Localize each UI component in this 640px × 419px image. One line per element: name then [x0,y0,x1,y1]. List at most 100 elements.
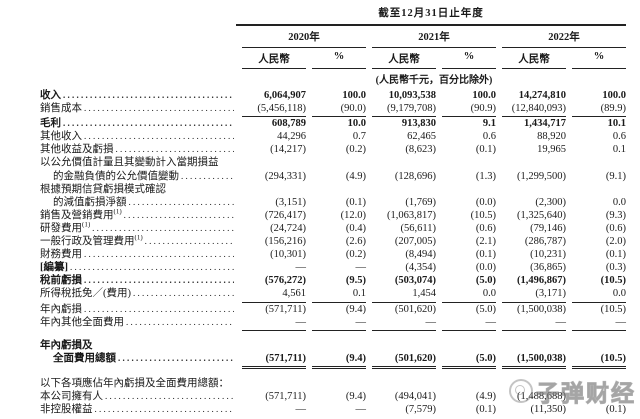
row-label-text: 研發費用(1) [40,221,91,234]
value-cell: (7,579) [405,404,436,416]
row-label-text: 收入 [40,90,61,101]
value-cell: (0.1) [475,404,496,416]
table-row: 以公允價值計量且其變動計入當期損益 [40,156,626,169]
value-cell: (5.0) [475,275,496,287]
table-header: 截至12月31日止年度 2020年 2021年 2022年 人民幣 % 人民幣 … [40,5,626,89]
value-cell: 9.1 [482,118,496,130]
year-2020: 2020年 [242,29,366,48]
value-cell: (9.3) [605,209,626,221]
value-cell: (89.9) [572,102,626,118]
table-row: 財務費用 (10,301) (0.2) (8,494) (0.1) (10,231) (0.… [40,248,626,261]
table-row: 非控股權益 — — (7,579) (0.1) (11,350) (0.1) [40,403,626,416]
value-cell: (56,611) [400,222,436,234]
value-cell: (10.5) [470,209,496,221]
value-cell: (0.2) [345,249,366,261]
row-label-text: 其他收益及虧損 [40,144,114,156]
value-cell: — [312,316,366,331]
table-row: 收入 6,064,907 100.0 10,093,538 100.0 14,274,81… [40,89,626,102]
footnote-marker: (1) [113,208,122,216]
value-cell: (12,840,093) [502,102,566,118]
table-row: 的金融負債的公允價值變動 (294,331) (4.9) (128,696) (1.3)… [40,170,626,183]
value-cell: — [295,404,307,416]
value-cell: (2.0) [605,236,626,248]
row-label-text: 的金融負債的公允價值變動 [53,170,179,182]
value-cell: (294,331) [264,170,306,182]
value-cell: 0.6 [482,131,496,143]
dot-leader [145,235,234,248]
value-cell: 0.7 [352,131,366,143]
value-cell: (90.0) [312,102,366,118]
dot-leader [95,403,235,416]
row-label: 財務費用 [40,248,236,261]
value-cell: (1,500,038) [502,352,566,369]
unit-note: (人民幣千元，百分比除外) [375,75,493,86]
footnote-marker: (1) [134,235,143,242]
table-row: 所得稅抵免／(費用) 4,561 0.1 1,454 0.0 (3,171) 0.0 [40,287,626,303]
value-cell: (0.0) [475,196,496,208]
dot-leader [181,170,234,183]
value-cell: (726,417) [264,209,306,221]
row-label: 所得稅抵免／(費用) [40,287,236,300]
value-cell: 100.0 [602,90,626,101]
header-right: 截至12月31日止年度 2020年 2021年 2022年 人民幣 % 人民幣 … [236,5,626,89]
row-label: 收入 [40,89,236,102]
table-row: 研發費用(1) (24,724) (0.4) (56,611) (0.6) (79,146… [40,222,626,235]
note-spacer [242,71,366,86]
value-cell: 0.0 [442,287,496,303]
note-spacer [502,71,626,86]
value-cell: (0.6) [475,222,496,234]
col-pct-2021: % [442,51,496,69]
value-cell: (3,171) [502,287,566,303]
value-cell: (0.1) [475,249,496,261]
table-row: 年內虧損 (571,711) (9.4) (501,620) (5.0) (1,500,0… [40,303,626,316]
row-label: 一般行政及管理費用(1) [40,235,236,248]
value-cell: (0.1) [605,249,626,261]
value-cell: 0.1 [612,144,626,156]
value-cell: (0.1) [345,196,366,208]
value-cell: (0.1) [475,144,496,156]
value-cell: (8,623) [405,144,436,156]
year-row: 2020年 2021年 2022年 [236,29,626,48]
year-2021: 2021年 [372,29,496,48]
value-cell: 0.1 [312,287,366,303]
value-cell: 1,434,717 [524,118,566,130]
value-cell: — [502,316,566,331]
value-cell: (10.5) [600,303,626,315]
value-cell: (501,620) [394,303,436,315]
value-cell: (4,354) [405,262,436,274]
value-cell: 14,274,810 [518,90,566,101]
value-cell: 19,965 [537,144,566,156]
dot-leader [84,130,234,143]
value-cell: (207,005) [394,236,436,248]
col-pct-2020: % [312,51,366,69]
value-cell: (10.5) [600,275,626,287]
table-row: 根據預期信貸虧損模式確認 [40,183,626,196]
value-cell: 0.0 [572,287,626,303]
value-cell: — [442,316,496,331]
row-label-text: 本公司擁有人 [40,390,103,402]
year-2022: 2022年 [502,29,626,48]
row-label-text: 非控股權益 [40,404,93,416]
row-label: 年內虧損 [40,303,236,316]
dot-leader [118,352,234,365]
row-label-text: [編纂] [40,262,68,274]
row-label-text: 銷售及營銷費用(1) [40,208,122,221]
value-cell: — [355,404,367,416]
value-cell: 0.6 [612,131,626,143]
row-label-text: 銷售成本 [40,103,82,115]
value-cell: 10,093,538 [388,90,436,101]
row-label-text: 根據預期信貸虧損模式確認 [40,183,166,195]
row-label: 研發費用(1) [40,222,236,235]
value-cell: (156,216) [264,236,306,248]
dot-leader [129,196,235,209]
value-cell: (0.3) [605,262,626,274]
row-label: 的減值虧損淨額 [40,196,236,209]
value-cell: (12.0) [340,209,366,221]
table-row: 其他收入 44,296 0.7 62,465 0.6 88,920 0.6 [40,130,626,143]
row-label-text: 以下各項應佔年內虧損及全面費用總額： [40,377,229,389]
row-label-text: 全面費用總額 [53,352,116,364]
unit-note-row: (人民幣千元，百分比除外) [236,71,626,86]
value-cell: — [295,262,307,274]
table-row: 稅前虧損 (576,272) (9.5) (503,074) (5.0) (1,496,8… [40,274,626,287]
